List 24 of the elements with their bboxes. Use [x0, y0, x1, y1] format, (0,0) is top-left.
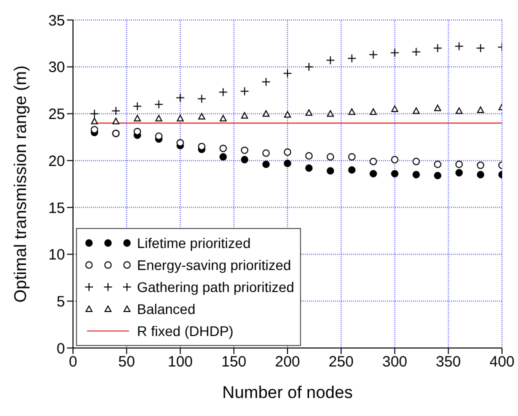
- x-tick-label: 250: [328, 354, 354, 371]
- y-tick-label: 15: [48, 200, 65, 217]
- legend-label: Gathering path prioritized: [137, 278, 294, 297]
- x-tick-label: 350: [436, 354, 461, 371]
- x-tick-label: 400: [489, 354, 515, 371]
- x-axis-title: Number of nodes: [222, 383, 353, 402]
- legend-label: Lifetime prioritized: [137, 234, 251, 253]
- legend-label: Balanced: [137, 300, 196, 319]
- y-tick-label: 30: [48, 59, 65, 76]
- legend-label: R fixed (DHDP): [137, 322, 234, 341]
- x-tick-label: 50: [118, 354, 135, 371]
- y-tick-label: 5: [56, 293, 65, 310]
- x-tick-label: 200: [274, 354, 300, 371]
- x-tick-label: 150: [221, 354, 246, 371]
- x-tick-label: 100: [168, 354, 193, 371]
- y-tick-label: 0: [56, 340, 65, 358]
- x-tick-label: 0: [68, 354, 78, 371]
- y-axis-title: Optimal transmission range (m): [11, 65, 30, 303]
- x-tick-label: 300: [382, 354, 408, 371]
- legend-label: Energy-saving prioritized: [137, 256, 292, 275]
- y-tick-label: 25: [48, 106, 65, 124]
- y-tick-label: 10: [48, 246, 65, 264]
- y-tick-label: 35: [48, 12, 65, 30]
- y-tick-label: 20: [48, 152, 65, 170]
